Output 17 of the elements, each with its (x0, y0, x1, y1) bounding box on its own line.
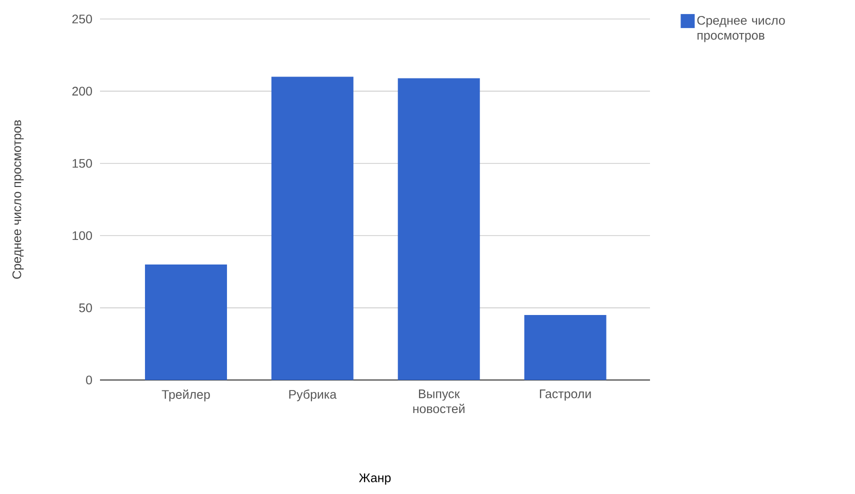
x-tick-label: Выпуск новостей (413, 390, 464, 414)
x-axis-title: Жанр (358, 474, 391, 485)
y-tick-label: 50 (79, 303, 92, 312)
bar (524, 315, 606, 380)
bar (398, 78, 480, 380)
y-tick-label: 0 (86, 376, 92, 384)
y-tick-label: 150 (72, 159, 92, 168)
legend-label: Среднее число просмотров (697, 16, 785, 42)
y-axis-title: Среднее число просмотров (12, 120, 24, 279)
bar (271, 76, 354, 380)
y-tick-label: 200 (72, 86, 92, 96)
bar (144, 264, 227, 380)
x-tick-label: Гастроли (540, 390, 591, 401)
y-tick-label: 100 (72, 231, 92, 240)
y-tick-label: 250 (72, 14, 92, 24)
x-tick-label: Трейлер (162, 390, 210, 402)
x-tick-label: Рубрика (289, 390, 337, 402)
